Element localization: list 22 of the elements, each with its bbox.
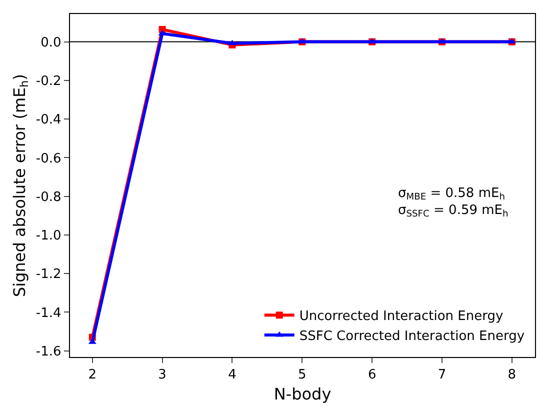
annotation: σ$_{SSFC}$ = 0.59 mE$_{h}$ bbox=[398, 202, 508, 220]
x-tick-label: 8 bbox=[508, 368, 516, 383]
x-tick-label: 3 bbox=[158, 368, 166, 383]
y-tick-label: -1.6 bbox=[36, 344, 62, 360]
x-tick-label: 4 bbox=[228, 368, 236, 383]
point bbox=[228, 40, 236, 46]
legend-label: Uncorrected Interaction Energy bbox=[299, 309, 504, 324]
y-tick-label: -1.4 bbox=[36, 306, 62, 321]
y-tick-label: -1.2 bbox=[36, 267, 62, 282]
y-tick-label: -0.6 bbox=[36, 151, 62, 166]
y-tick-label: -0.2 bbox=[36, 74, 62, 89]
x-tick-label: 6 bbox=[368, 368, 376, 383]
y-tick-label: -0.8 bbox=[36, 190, 62, 205]
x-tick-label: 2 bbox=[88, 368, 97, 383]
x-axis-title: N-body bbox=[274, 384, 332, 404]
y-tick-label: -1.0 bbox=[36, 228, 62, 244]
x-tick-label: 5 bbox=[298, 368, 306, 383]
x-tick-label: 7 bbox=[438, 368, 446, 383]
legend-label: SSFC Corrected Interaction Energy bbox=[299, 329, 525, 344]
y-tick-label: -0.4 bbox=[36, 112, 62, 128]
annotation: σ$_{MBE}$ = 0.58 mE$_{h}$ bbox=[398, 186, 505, 203]
y-tick-label: 0.0 bbox=[40, 35, 62, 50]
